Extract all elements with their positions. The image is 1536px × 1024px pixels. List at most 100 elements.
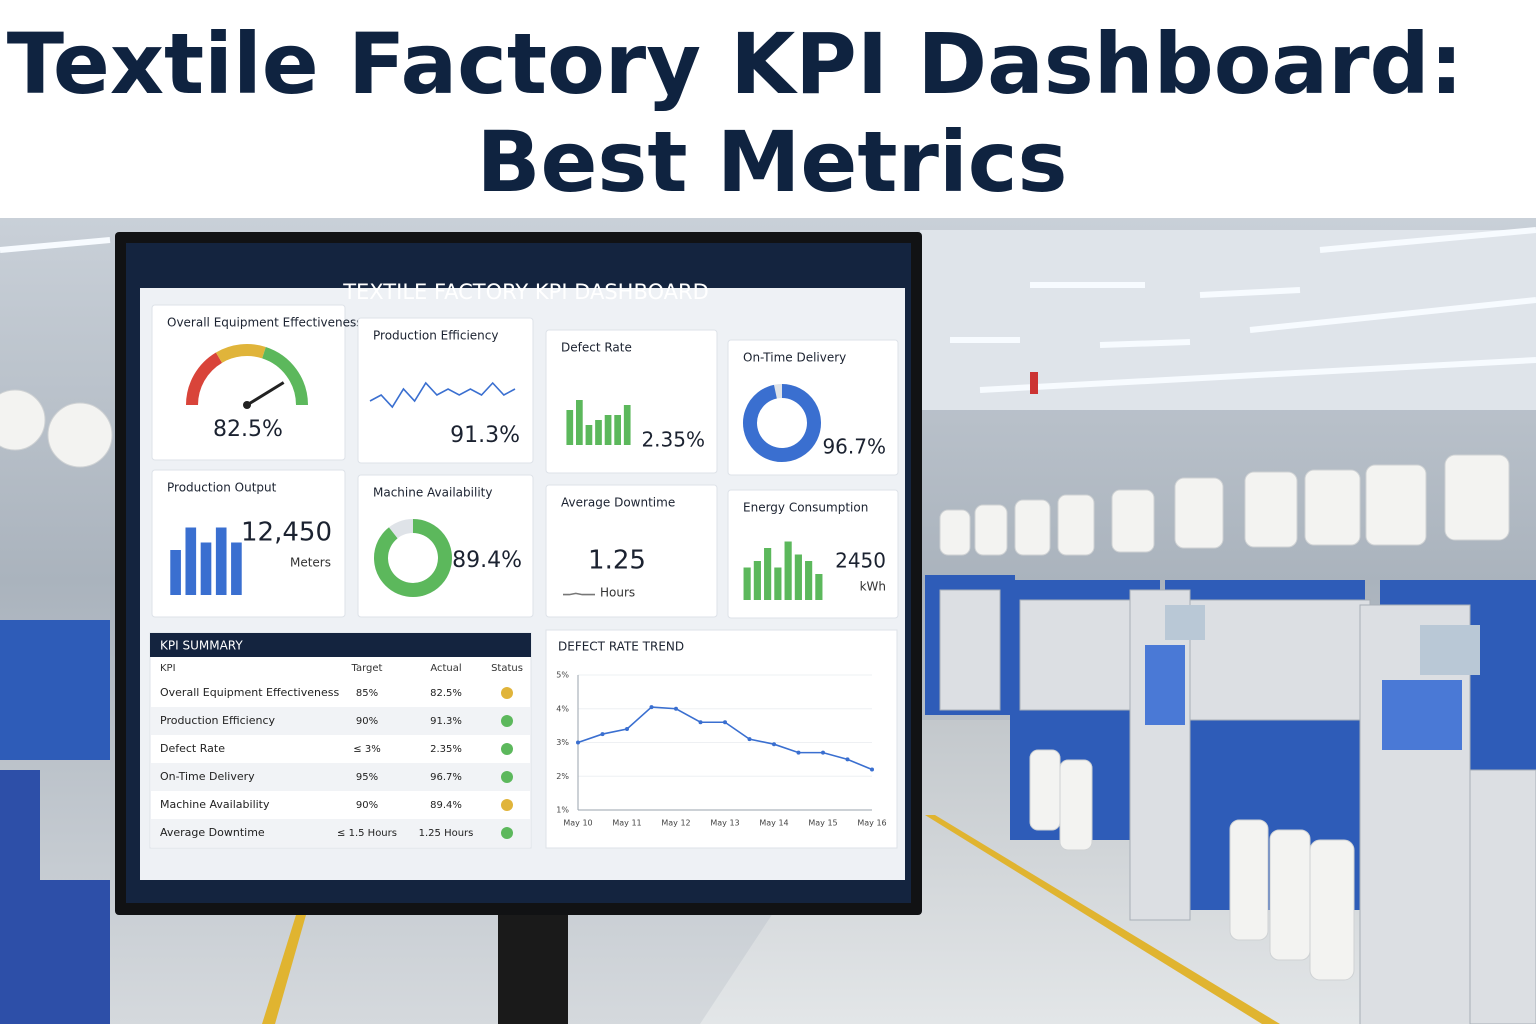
trend-panel: [545, 629, 898, 849]
trend-point: [870, 767, 874, 772]
card-title: Overall Equipment Effectiveness: [167, 316, 363, 330]
trend-point: [747, 737, 752, 742]
summary-header: [150, 633, 531, 657]
kpi-target: ≤ 1.5 Hours: [337, 828, 397, 839]
row-bg: [151, 819, 530, 847]
kpi-card: [151, 304, 346, 461]
trend-point: [772, 742, 776, 747]
kpi-name: On-Time Delivery: [160, 770, 255, 783]
column-header: KPI: [160, 663, 176, 674]
kpi-name: Machine Availability: [160, 798, 270, 811]
trend-point: [845, 757, 850, 762]
x-tick-label: May 14: [759, 819, 788, 828]
status-dot: [501, 771, 513, 783]
kpi-actual: 2.35%: [430, 744, 462, 755]
kpi-actual: 91.3%: [430, 716, 462, 727]
gauge-arc: [186, 352, 223, 406]
mini-bar: [753, 561, 761, 600]
card-value: 82.5%: [213, 417, 283, 442]
y-tick-label: 4%: [556, 704, 569, 713]
mini-bar: [185, 527, 197, 595]
status-dot: [501, 827, 513, 839]
x-tick-label: May 10: [563, 819, 592, 828]
trend-point: [796, 750, 801, 755]
sparkline: [563, 592, 595, 596]
trend-title: DEFECT RATE TREND: [558, 640, 684, 654]
trend-point: [649, 705, 654, 710]
status-dot: [501, 799, 513, 811]
card-title: Average Downtime: [561, 496, 675, 510]
mini-bar: [784, 541, 792, 600]
status-dot: [501, 715, 513, 727]
donut-arc: [374, 519, 452, 597]
mini-bar: [215, 527, 227, 595]
row-bg: [151, 763, 530, 791]
x-tick-label: May 15: [808, 819, 837, 828]
card-unit: kWh: [860, 580, 886, 594]
kpi-actual: 82.5%: [430, 688, 462, 699]
gauge-hub: [243, 401, 251, 409]
x-tick-label: May 16: [857, 819, 886, 828]
kpi-name: Defect Rate: [160, 742, 225, 755]
kpi-name: Overall Equipment Effectiveness: [160, 686, 339, 699]
mini-bar: [764, 548, 772, 600]
card-title: Energy Consumption: [743, 501, 868, 515]
summary-panel: [149, 632, 532, 849]
mini-bar: [805, 561, 813, 600]
kpi-card: [151, 469, 346, 618]
mini-bar: [200, 542, 212, 595]
status-dot: [501, 743, 513, 755]
column-header: Status: [491, 663, 523, 674]
row-bg: [151, 707, 530, 735]
card-value: 91.3%: [450, 423, 520, 448]
kpi-card: [545, 484, 718, 618]
card-title: Machine Availability: [373, 486, 492, 500]
column-header: Target: [351, 663, 383, 674]
mini-bar: [815, 574, 823, 600]
y-tick-label: 1%: [556, 806, 569, 815]
card-title: Production Efficiency: [373, 329, 498, 343]
kpi-actual: 1.25 Hours: [419, 828, 474, 839]
mini-bar: [585, 425, 593, 445]
gauge-arc: [261, 346, 308, 406]
page-title: Best Metrics: [476, 113, 1067, 211]
status-dot: [501, 687, 513, 699]
card-value: 12,450: [241, 518, 332, 548]
kpi-actual: 96.7%: [430, 772, 462, 783]
kpi-target: 95%: [356, 772, 378, 783]
y-tick-label: 2%: [556, 772, 569, 781]
mini-bar: [566, 410, 574, 445]
trend-point: [674, 706, 678, 711]
mini-bar: [231, 542, 242, 595]
kpi-name: Average Downtime: [160, 826, 265, 839]
x-tick-label: May 13: [710, 819, 739, 828]
y-tick-label: 3%: [556, 738, 569, 747]
sparkline: [369, 381, 516, 409]
summary-title: KPI SUMMARY: [160, 639, 243, 653]
card-value: 2450: [835, 549, 886, 573]
page-title: Textile Factory KPI Dashboard:: [7, 15, 1464, 113]
mini-bar: [774, 567, 782, 600]
kpi-actual: 89.4%: [430, 800, 462, 811]
gauge-needle: [246, 381, 285, 407]
column-header: Actual: [430, 663, 461, 674]
trend-point: [821, 750, 825, 755]
header-bg: [0, 0, 1536, 218]
mini-bar: [576, 400, 583, 445]
mini-bar: [623, 405, 631, 445]
kpi-target: 85%: [356, 688, 378, 699]
y-tick-label: 5%: [556, 671, 569, 680]
card-unit: Meters: [290, 556, 331, 570]
kpi-name: Production Efficiency: [160, 714, 275, 727]
card-title: On-Time Delivery: [743, 351, 846, 365]
card-title: Defect Rate: [561, 341, 632, 355]
card-value: 2.35%: [641, 428, 705, 452]
kpi-target: ≤ 3%: [353, 744, 380, 755]
trend-point: [625, 727, 629, 731]
trend-point: [723, 720, 727, 725]
card-value: 89.4%: [452, 548, 522, 573]
mini-bar: [614, 415, 621, 445]
mini-bar: [595, 420, 602, 445]
x-tick-label: May 11: [612, 819, 641, 828]
